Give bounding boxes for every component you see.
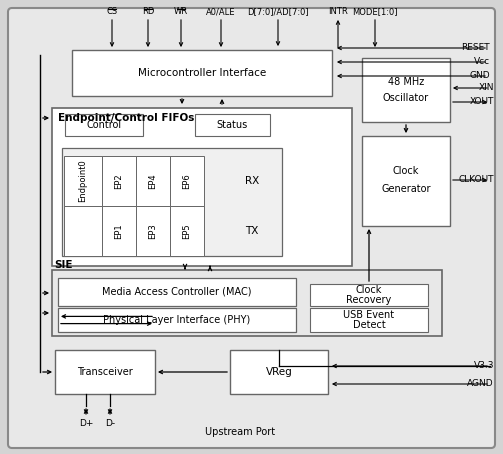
Text: Microcontroller Interface: Microcontroller Interface [138, 68, 266, 78]
Text: EP4: EP4 [148, 173, 157, 189]
Text: V3.3: V3.3 [473, 361, 494, 370]
Text: RESET: RESET [461, 44, 490, 53]
Text: Transceiver: Transceiver [77, 367, 133, 377]
Text: AGND: AGND [467, 380, 494, 389]
Text: Media Access Controller (MAC): Media Access Controller (MAC) [102, 287, 252, 297]
Bar [65, 114, 143, 136]
Bar [170, 156, 204, 206]
Bar [170, 206, 204, 256]
Text: INTR: INTR [328, 8, 348, 16]
Bar [362, 136, 450, 226]
Bar [64, 156, 102, 206]
Text: 48 MHz: 48 MHz [388, 77, 424, 87]
Bar [310, 284, 428, 306]
Bar [52, 108, 352, 266]
Bar [136, 156, 170, 206]
Text: Physical Layer Interface (PHY): Physical Layer Interface (PHY) [104, 315, 250, 325]
Text: Status: Status [217, 120, 248, 130]
Text: EP1: EP1 [115, 223, 124, 239]
Text: XOUT: XOUT [470, 98, 494, 107]
Bar [136, 206, 170, 256]
Bar [64, 206, 102, 256]
Text: Clock: Clock [393, 166, 419, 176]
Text: Generator: Generator [381, 184, 431, 194]
Text: Recovery: Recovery [347, 295, 392, 305]
Bar [195, 114, 270, 136]
Bar [58, 308, 296, 332]
Bar [102, 156, 136, 206]
Bar [55, 350, 155, 394]
Text: Endpoint0: Endpoint0 [78, 160, 88, 202]
Text: Upstream Port: Upstream Port [205, 427, 275, 437]
Text: Control: Control [87, 120, 122, 130]
Text: Clock: Clock [356, 285, 382, 295]
Text: RX: RX [245, 176, 259, 186]
Text: RD: RD [142, 8, 154, 16]
Bar [58, 278, 296, 306]
Text: EP6: EP6 [183, 173, 192, 189]
Text: USB Event: USB Event [344, 310, 394, 320]
Text: MODE[1:0]: MODE[1:0] [352, 8, 398, 16]
Text: EP3: EP3 [148, 223, 157, 239]
Text: Endpoint/Control FIFOs: Endpoint/Control FIFOs [58, 113, 194, 123]
Text: GND: GND [469, 71, 490, 80]
Text: EP2: EP2 [115, 173, 124, 189]
Bar [62, 148, 282, 256]
Text: CLKOUT: CLKOUT [459, 176, 494, 184]
Text: VReg: VReg [266, 367, 292, 377]
Text: A0/ALE: A0/ALE [206, 8, 236, 16]
Text: TX: TX [245, 226, 259, 236]
Text: D-: D- [105, 419, 115, 429]
Text: Detect: Detect [353, 320, 385, 330]
Bar [310, 308, 428, 332]
Text: Vcc: Vcc [474, 58, 490, 66]
Text: XIN: XIN [478, 84, 494, 93]
Bar [362, 58, 450, 122]
Bar [102, 206, 136, 256]
Bar [52, 270, 442, 336]
Text: CS: CS [107, 8, 118, 16]
Text: SIE: SIE [54, 260, 72, 270]
Bar [72, 50, 332, 96]
FancyBboxPatch shape [8, 8, 495, 448]
Text: D+: D+ [79, 419, 93, 429]
Bar [230, 350, 328, 394]
Text: EP5: EP5 [183, 223, 192, 239]
Text: D[7:0]/AD[7:0]: D[7:0]/AD[7:0] [247, 8, 309, 16]
Text: WR: WR [174, 8, 188, 16]
Text: Oscillator: Oscillator [383, 93, 429, 103]
